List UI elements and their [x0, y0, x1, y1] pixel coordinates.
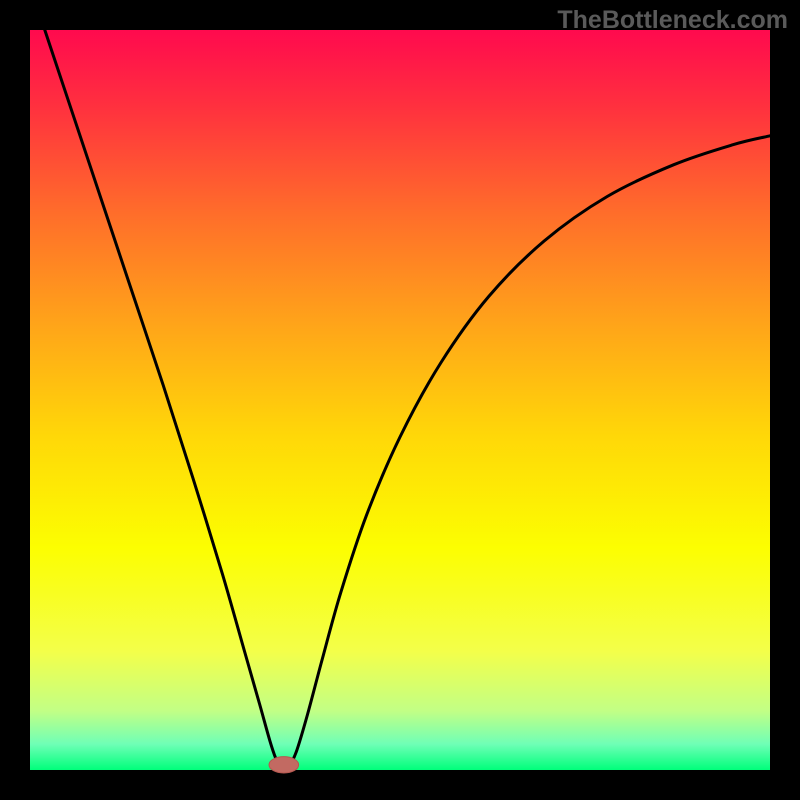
chart-svg	[0, 0, 800, 800]
watermark-text: TheBottleneck.com	[557, 6, 788, 35]
plot-area	[30, 30, 770, 770]
minimum-marker	[269, 757, 299, 773]
chart-container: TheBottleneck.com	[0, 0, 800, 800]
